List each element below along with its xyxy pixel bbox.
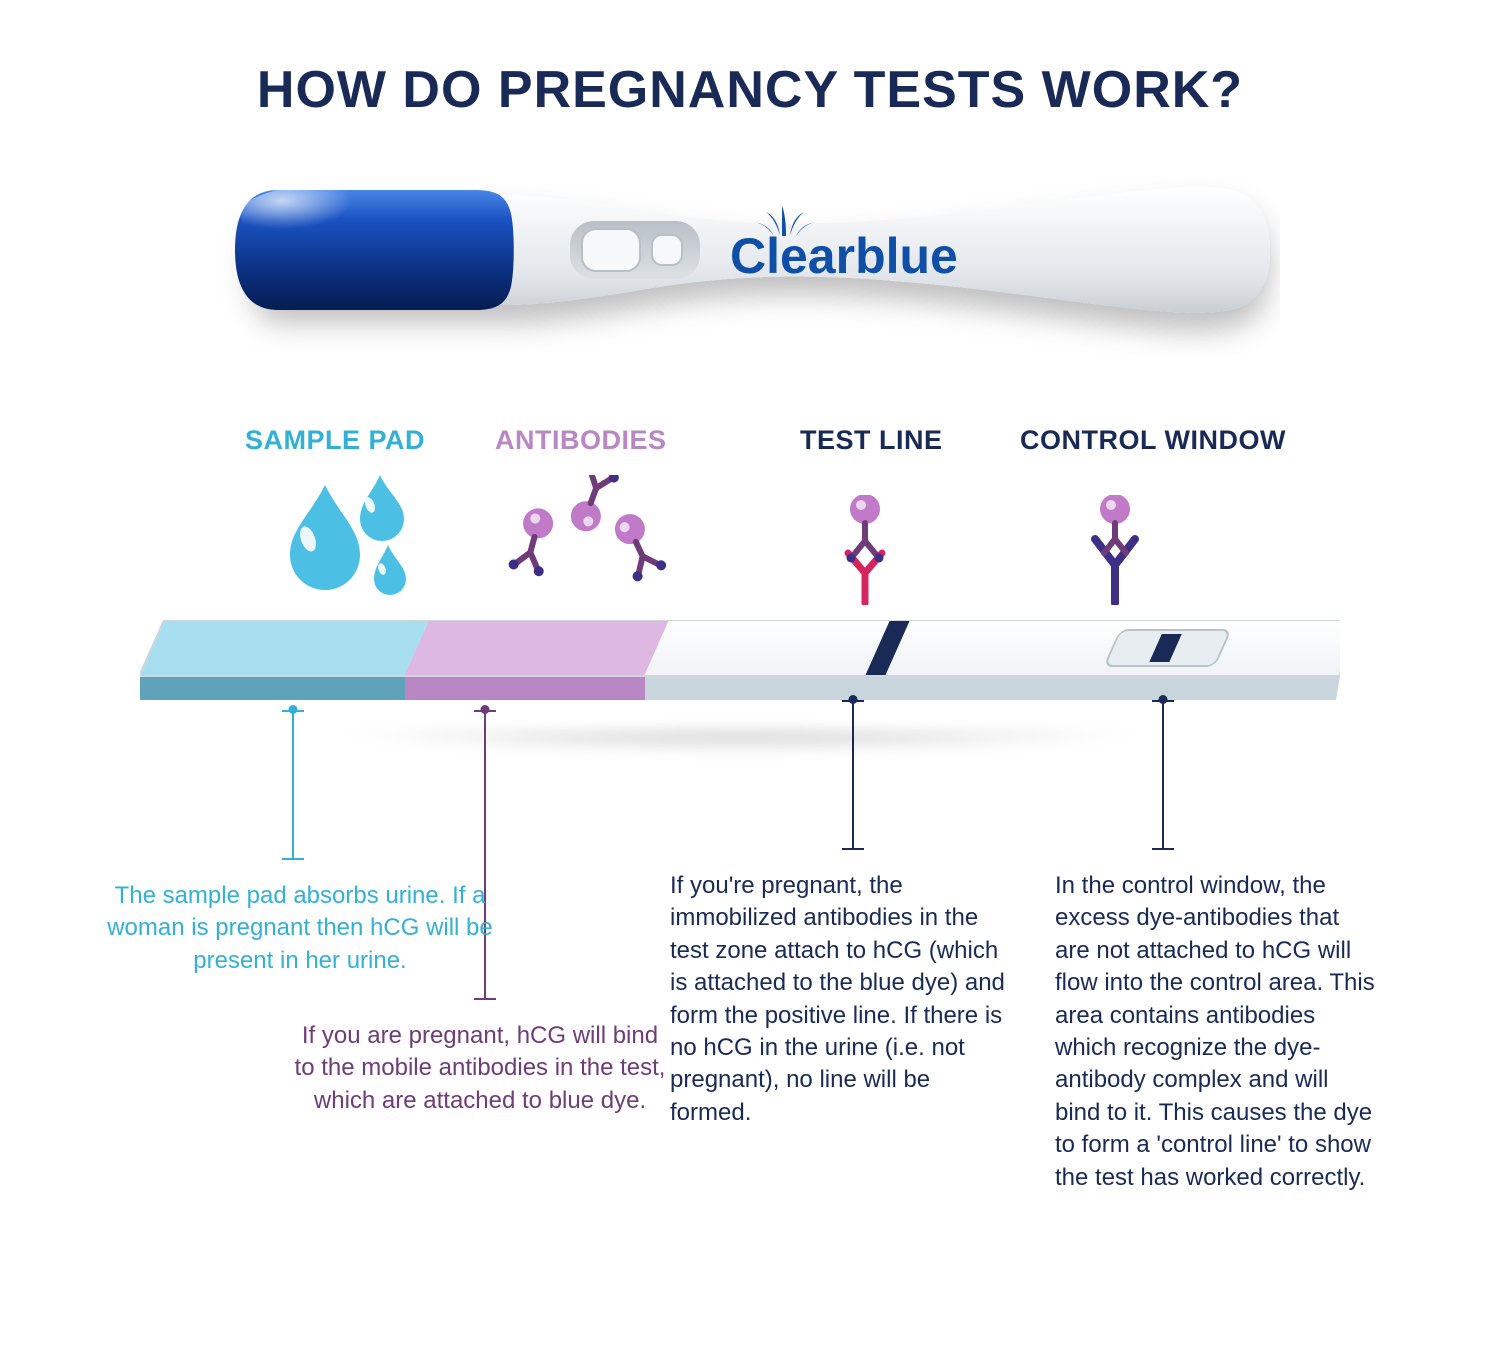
desc-sample-pad: The sample pad absorbs urine. If a woman… <box>100 880 500 977</box>
header-test-line: TEST LINE <box>800 425 943 456</box>
bound-antibody-icon <box>830 495 900 605</box>
header-control-window: CONTROL WINDOW <box>1020 425 1286 456</box>
mobile-antibodies-icon <box>500 475 670 595</box>
desc-control-window: In the control window, the excess dye-an… <box>1055 870 1375 1194</box>
strip-seg-sample <box>140 620 429 676</box>
page-title: HOW DO PREGNANCY TESTS WORK? <box>0 0 1500 120</box>
brand-text: Clearblue <box>730 228 958 284</box>
leader-test-line <box>852 700 854 850</box>
water-drops-icon <box>270 475 420 605</box>
result-window <box>570 221 700 279</box>
control-antibody-icon <box>1080 495 1150 605</box>
strip-edge-antibodies <box>405 676 645 700</box>
icons-row <box>0 475 1500 625</box>
desc-test-line: If you're pregnant, the immobilized anti… <box>670 870 1010 1129</box>
pregnancy-test-device: Clearblue <box>220 155 1280 355</box>
strip-edge-sample <box>140 676 405 700</box>
leader-sample <box>292 710 294 860</box>
device-cap <box>235 187 514 310</box>
strip-seg-antibodies <box>404 620 669 676</box>
strip-control-window <box>1105 630 1231 666</box>
header-sample-pad: SAMPLE PAD <box>245 425 425 456</box>
leader-control <box>1162 700 1164 850</box>
desc-antibodies: If you are pregnant, hCG will bind to th… <box>290 1020 670 1117</box>
header-antibodies: ANTIBODIES <box>495 425 667 456</box>
lateral-flow-strip <box>140 620 1340 740</box>
